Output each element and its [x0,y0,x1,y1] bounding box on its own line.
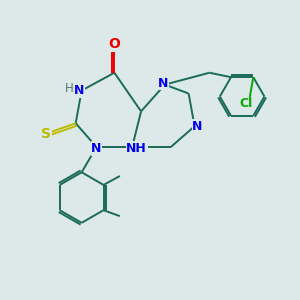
Text: N: N [74,84,84,97]
Text: O: O [108,38,120,52]
Text: N: N [192,120,203,133]
Text: H: H [65,82,74,95]
Text: N: N [158,76,169,90]
Text: N: N [91,142,102,155]
Text: S: S [41,127,51,141]
Text: Cl: Cl [239,98,253,110]
Text: NH: NH [126,142,147,155]
